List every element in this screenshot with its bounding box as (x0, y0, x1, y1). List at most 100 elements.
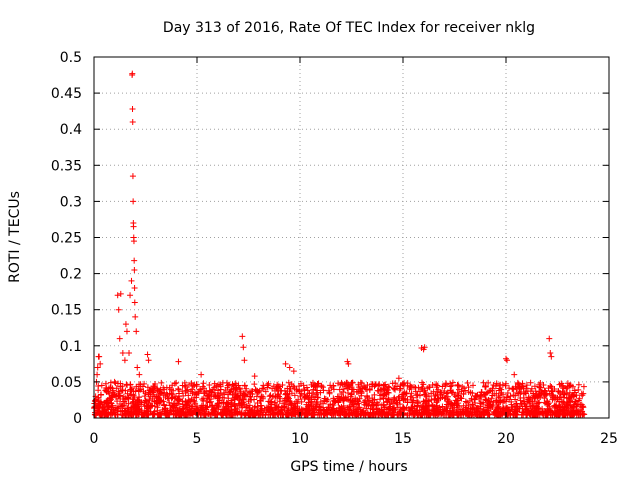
data-point (179, 388, 186, 395)
data-point (111, 378, 118, 385)
data-point (531, 383, 538, 390)
data-point (211, 380, 218, 387)
data-point (440, 390, 447, 397)
data-point (358, 389, 365, 396)
data-point (130, 223, 137, 230)
data-point (400, 382, 407, 389)
data-point (575, 386, 582, 393)
data-point (234, 393, 241, 400)
data-point (532, 388, 539, 395)
data-point (265, 403, 272, 410)
data-point (216, 381, 223, 388)
data-point (134, 404, 141, 411)
data-point (332, 397, 339, 404)
data-point (459, 383, 466, 390)
data-point (114, 405, 121, 412)
data-point (413, 392, 420, 399)
data-point (420, 381, 427, 388)
data-point (336, 386, 343, 393)
data-point (221, 389, 228, 396)
data-point (575, 381, 582, 388)
data-point (509, 385, 516, 392)
data-point (415, 412, 422, 419)
data-point (298, 398, 305, 405)
data-point (226, 389, 233, 396)
data-point (105, 403, 112, 410)
data-point (165, 395, 172, 402)
data-point (275, 391, 282, 398)
data-point (426, 397, 433, 404)
data-point (318, 383, 325, 390)
data-points (91, 70, 588, 419)
data-point (317, 389, 324, 396)
data-point (347, 407, 354, 414)
data-point (326, 390, 333, 397)
data-point (151, 384, 158, 391)
data-point (468, 412, 475, 419)
data-point (303, 384, 310, 391)
data-point (580, 383, 587, 390)
data-point (447, 409, 454, 416)
data-point (464, 379, 471, 386)
data-point (274, 394, 281, 401)
data-point (320, 387, 327, 394)
data-point (200, 395, 207, 402)
data-point (179, 406, 186, 413)
data-point (432, 408, 439, 415)
data-point (128, 411, 135, 418)
data-point (390, 385, 397, 392)
data-point (129, 70, 136, 77)
data-point (160, 392, 167, 399)
data-point (276, 398, 283, 405)
data-point (433, 381, 440, 388)
data-point (131, 257, 138, 264)
y-tick-label: 0.35 (51, 158, 82, 174)
data-point (494, 404, 501, 411)
data-point (122, 408, 129, 415)
data-point (485, 379, 492, 386)
data-point (290, 368, 297, 375)
data-point (174, 396, 181, 403)
data-point (347, 393, 354, 400)
x-tick-label: 5 (193, 431, 202, 447)
data-point (125, 395, 132, 402)
data-point (483, 397, 490, 404)
data-point (415, 399, 422, 406)
data-point (267, 412, 274, 419)
data-point (279, 381, 286, 388)
data-point (155, 395, 162, 402)
y-tick-label: 0.5 (60, 50, 82, 66)
data-point (119, 412, 126, 419)
data-point (154, 407, 161, 414)
data-point (522, 390, 529, 397)
data-point (385, 396, 392, 403)
data-point (514, 404, 521, 411)
data-point (545, 385, 552, 392)
data-point (563, 395, 570, 402)
data-point (169, 382, 176, 389)
data-point (219, 379, 226, 386)
data-point (434, 403, 441, 410)
data-point (497, 408, 504, 415)
data-point (129, 173, 136, 180)
data-point (266, 407, 273, 414)
data-point (273, 405, 280, 412)
data-point (575, 397, 582, 404)
data-point (462, 405, 469, 412)
data-point (162, 405, 169, 412)
data-point (132, 313, 139, 320)
data-point (118, 403, 125, 410)
data-point (135, 385, 142, 392)
data-point (318, 410, 325, 417)
data-point (293, 386, 300, 393)
data-point (282, 360, 289, 367)
data-point (377, 396, 384, 403)
data-point (142, 397, 149, 404)
data-point (555, 388, 562, 395)
data-point (130, 238, 137, 245)
data-point (325, 387, 332, 394)
data-point (522, 389, 529, 396)
data-point (133, 328, 140, 335)
data-point (210, 393, 217, 400)
data-point (99, 403, 106, 410)
